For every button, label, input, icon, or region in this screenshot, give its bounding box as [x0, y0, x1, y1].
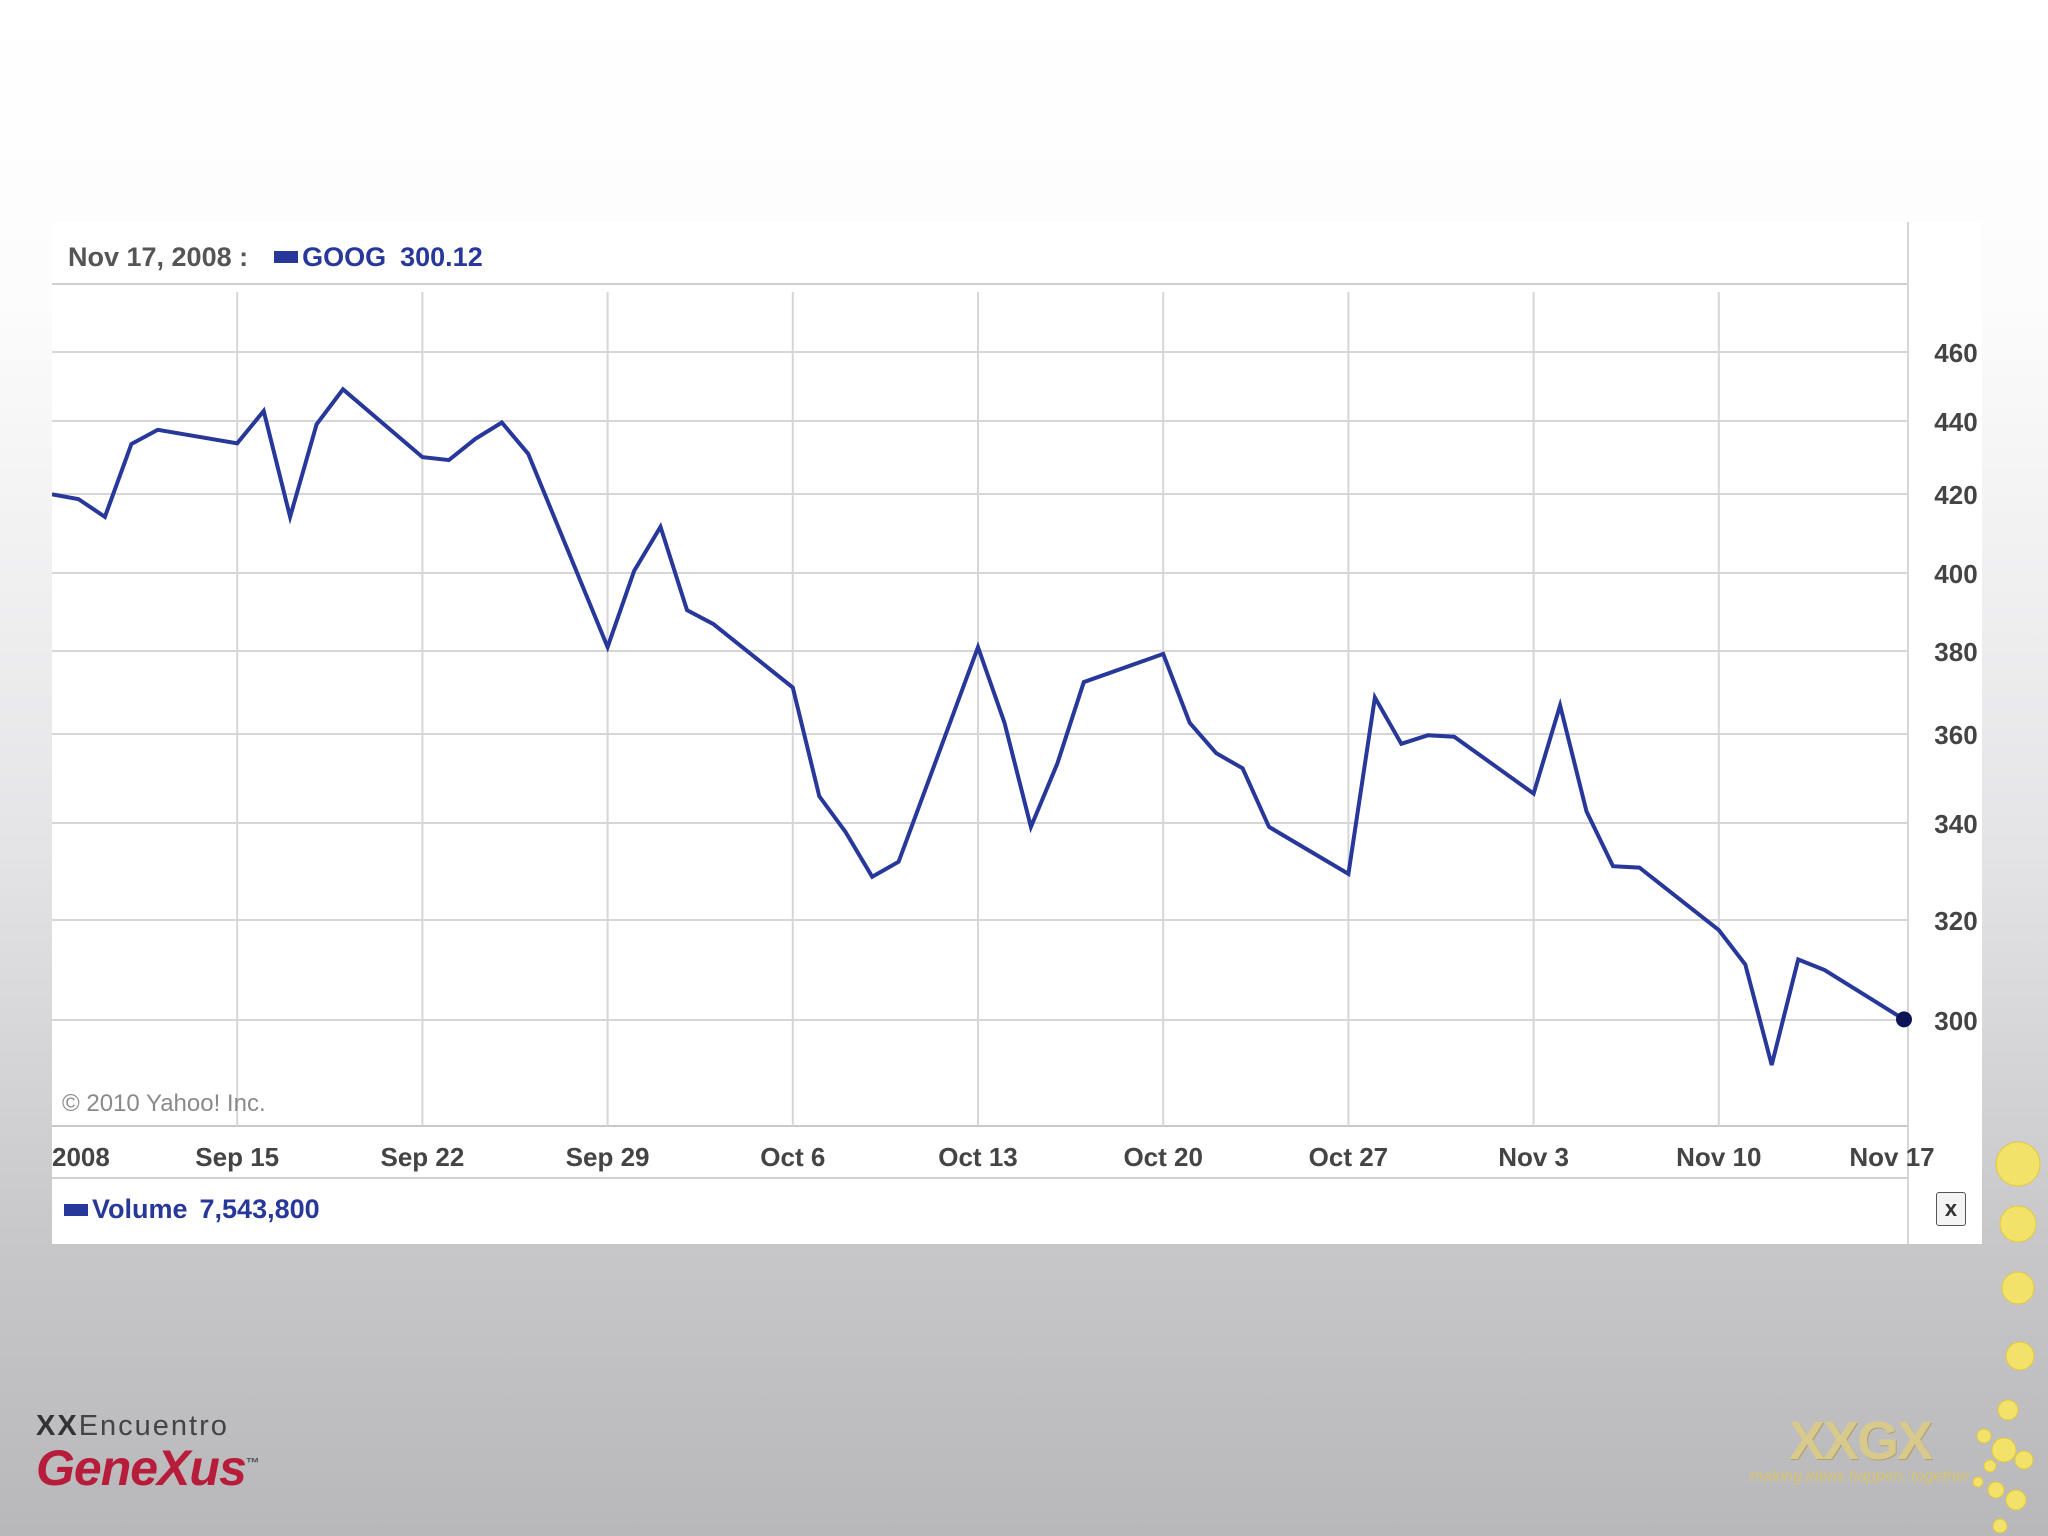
y-tick-label: 460 — [1934, 338, 1977, 368]
x-tick-label: Sep 29 — [566, 1142, 650, 1172]
y-tick-label: 300 — [1934, 1006, 1977, 1036]
last-point-marker — [1896, 1011, 1912, 1028]
y-tick-label: 420 — [1934, 480, 1977, 510]
chart-panel: 300 320 340 360 380 400 420 440 460 2008 Sep 15 Sep… — [52, 222, 1982, 1244]
x-tick-label: Oct 6 — [760, 1142, 825, 1172]
x-tick-label: Nov 17 — [1849, 1142, 1934, 1172]
header-price: 300.12 — [400, 241, 483, 272]
close-button[interactable]: x — [1936, 1192, 1966, 1226]
encuentro-genexus-logo: XXEncuentro GeneXus™ — [36, 1410, 296, 1500]
chart-header: Nov 17, 2008 : GOOG 300.12 — [68, 240, 483, 274]
decorative-dot — [1983, 1459, 1997, 1473]
y-tick-label: 320 — [1934, 906, 1977, 936]
x-tick-label: Sep 15 — [195, 1142, 279, 1172]
volume-label: Volume — [92, 1194, 188, 1224]
price-chart: 300 320 340 360 380 400 420 440 460 2008 Sep 15 Sep… — [52, 222, 1978, 1244]
decorative-dot — [1995, 1141, 2041, 1187]
y-tick-label: 360 — [1934, 720, 1977, 750]
y-tick-label: 440 — [1934, 407, 1977, 437]
decorative-dot — [1991, 1437, 2017, 1463]
volume-value: 7,543,800 — [199, 1194, 320, 1224]
header-date: Nov 17, 2008 : — [68, 241, 249, 272]
decorative-dot — [1992, 1518, 2008, 1534]
x-tick-label: Nov 3 — [1498, 1142, 1569, 1172]
decorative-dot — [1972, 1476, 1984, 1488]
x-tick-label: Oct 27 — [1309, 1142, 1389, 1172]
x-tick-label: Sep 22 — [380, 1142, 464, 1172]
x-tick-label: 2008 — [52, 1142, 110, 1172]
xxgx-tagline: making ideas happen, together — [1750, 1468, 1970, 1485]
volume-swatch — [64, 1203, 88, 1216]
xxgx-mark: XXGX — [1788, 1411, 1933, 1471]
copyright-note: © 2010 Yahoo! Inc. — [62, 1090, 266, 1117]
decorative-dots — [1972, 1141, 2041, 1534]
decorative-dot — [2001, 1271, 2035, 1305]
x-tick-label: Oct 20 — [1123, 1142, 1203, 1172]
series-swatch — [274, 251, 299, 263]
encuentro-logo-top: XXEncuentro — [36, 1410, 229, 1442]
decorative-dot — [1987, 1481, 2005, 1499]
decorative-dot — [1999, 1205, 2037, 1243]
volume-toggle[interactable]: Volume 7,543,800 — [64, 1194, 320, 1225]
decorative-dot — [2005, 1341, 2035, 1371]
decorative-dot — [1997, 1399, 2019, 1421]
x-tick-label: Oct 13 — [938, 1142, 1018, 1172]
y-tick-label: 340 — [1934, 809, 1977, 839]
decorative-dot — [2005, 1489, 2027, 1511]
decorative-dot — [2014, 1450, 2034, 1470]
xxgx-logo: XXGX making ideas happen, together — [1720, 1410, 2000, 1520]
x-tick-label: Nov 10 — [1676, 1142, 1761, 1172]
y-tick-label: 400 — [1934, 559, 1977, 589]
decorative-dot — [1976, 1428, 1992, 1444]
header-ticker: GOOG — [302, 241, 387, 272]
goog-price-line — [52, 386, 1906, 1066]
genexus-brand: GeneXus™ — [36, 1440, 260, 1496]
y-tick-label: 380 — [1934, 637, 1977, 667]
